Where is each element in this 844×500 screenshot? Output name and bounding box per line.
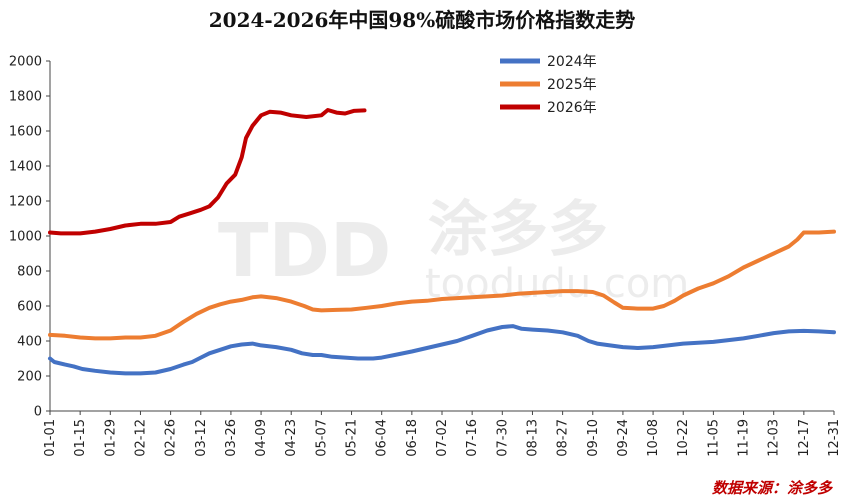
x-tick-label: 04-09 [254,419,269,457]
x-tick-label: 09-10 [586,419,601,457]
x-tick-label: 08-27 [556,419,571,457]
x-tick-label: 01-15 [73,419,88,457]
watermark-logo: TDD [218,208,391,294]
watermark-brand: 涂多多 [428,195,608,265]
chart-title: 2024-2026年中国98%硫酸市场价格指数走势 [209,8,635,32]
x-tick-label: 01-29 [103,419,118,457]
y-tick-label: 200 [17,370,42,385]
y-tick-label: 1600 [9,125,42,140]
x-tick-label: 02-12 [133,419,148,457]
x-tick-label: 12-31 [827,419,842,457]
x-tick-label: 11-05 [706,419,721,457]
y-tick-label: 400 [17,335,42,350]
x-tick-label: 04-23 [284,419,299,457]
y-tick-label: 1800 [9,90,42,105]
x-tick-label: 06-18 [405,419,420,457]
x-tick-label: 08-13 [525,419,540,457]
x-tick-label: 01-01 [43,419,58,457]
y-tick-label: 800 [17,265,42,280]
x-tick-label: 10-08 [646,419,661,457]
x-tick-label: 06-04 [375,419,390,457]
series-layer [48,108,836,376]
legend-label: 2024年 [547,54,597,70]
x-tick-label: 05-07 [314,419,329,457]
y-axis: 0 200 400 600 800 1000 1200 1400 1600 1800 2000 [9,55,51,420]
series-line-2 [48,229,836,341]
x-tick-label: 07-30 [495,419,510,457]
legend-label: 2026年 [547,100,597,116]
series-line-1 [48,324,836,376]
x-tick-label: 02-26 [164,419,179,457]
x-tick-label: 10-22 [676,419,691,457]
x-tick-label: 09-24 [616,419,631,457]
y-tick-label: 1000 [9,230,42,245]
x-tick-label: 03-26 [224,419,239,457]
y-tick-label: 1200 [9,195,42,210]
watermark-site: toodudu.com [425,261,689,307]
x-tick-label: 11-19 [737,419,752,457]
series-line-3 [48,108,367,236]
x-tick-label: 05-21 [345,419,360,457]
y-tick-label: 600 [17,300,42,315]
legend-label: 2025年 [547,77,597,93]
x-tick-label: 03-12 [194,419,209,457]
source-note: 数据来源：涂多多 [712,479,833,497]
y-tick-label: 1400 [9,160,42,175]
y-tick-label: 2000 [9,55,42,70]
x-tick-label: 07-02 [435,419,450,457]
x-tick-label: 12-17 [797,419,812,457]
x-tick-label: 12-03 [767,419,782,457]
watermark: TDD 涂多多 toodudu.com [218,195,689,307]
x-tick-label: 07-16 [465,419,480,457]
y-tick-label: 0 [34,405,42,420]
x-axis: 01-01 01-15 01-29 02-12 02-26 03-12 03-26 04-09… [43,410,842,457]
legend: 2024年 2025年 2026年 [500,54,597,116]
